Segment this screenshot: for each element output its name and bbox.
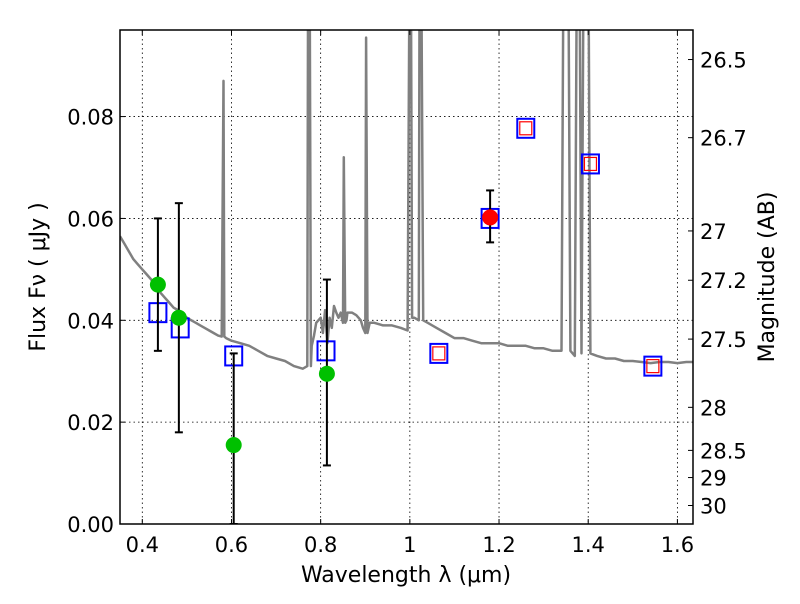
y-axis-left: 0.00 0.02 0.04 0.06 0.08 xyxy=(67,106,125,537)
y-tick-label: 0.00 xyxy=(67,513,114,537)
x-tick-label: 0.8 xyxy=(304,533,337,557)
model-square-marker xyxy=(643,355,663,377)
model-square-marker xyxy=(516,117,536,139)
right-tick-label: 28 xyxy=(700,396,727,420)
y-axis-label: Flux Fν ( μJy ) xyxy=(26,202,51,351)
model-square-marker xyxy=(580,153,600,175)
right-tick-label: 26.5 xyxy=(700,49,747,73)
filter-square-marker xyxy=(432,346,446,361)
right-tick-label: 26.7 xyxy=(700,127,747,151)
photometry-point xyxy=(170,309,187,326)
photometry-point xyxy=(482,209,499,226)
plot-frame xyxy=(119,29,694,525)
photometry-point xyxy=(318,365,335,382)
spectrum-line xyxy=(120,30,693,370)
right-tick-label: 28.5 xyxy=(700,439,747,463)
right-axis-label: Magnitude (AB) xyxy=(755,192,780,363)
y-tick-label: 0.06 xyxy=(67,207,114,231)
x-tick-label: 0.6 xyxy=(215,533,248,557)
spectrum-layer xyxy=(120,30,693,370)
filter-square-marker xyxy=(646,359,660,374)
plot-area xyxy=(120,30,693,524)
x-tick-label: 1.2 xyxy=(482,533,515,557)
filter-square-marker xyxy=(583,156,598,172)
model-square-marker xyxy=(429,342,449,364)
y-axis-right: 26.5 26.7 27 27.2 27.5 28 28.5 29 30 xyxy=(688,49,747,519)
x-tick-label: 1.6 xyxy=(661,533,694,557)
markers-layer xyxy=(148,117,663,524)
right-tick-label: 27 xyxy=(700,220,727,244)
x-axis: 0.4 0.6 0.8 1 1.2 1.4 1.6 xyxy=(126,30,694,557)
y-tick-label: 0.02 xyxy=(67,411,114,435)
x-tick-label: 1 xyxy=(403,533,416,557)
x-tick-label: 0.4 xyxy=(126,533,159,557)
filter-square-marker xyxy=(519,121,533,136)
right-tick-label: 30 xyxy=(700,495,727,519)
x-axis-label: Wavelength λ (μm) xyxy=(301,563,511,588)
photometry-point xyxy=(149,276,166,293)
y-tick-label: 0.04 xyxy=(67,309,114,333)
x-tick-label: 1.4 xyxy=(572,533,605,557)
right-tick-label: 27.2 xyxy=(700,269,747,293)
right-tick-label: 27.5 xyxy=(700,328,747,352)
right-tick-label: 29 xyxy=(700,467,727,491)
photometry-point xyxy=(225,437,242,454)
y-tick-label: 0.08 xyxy=(67,106,114,130)
